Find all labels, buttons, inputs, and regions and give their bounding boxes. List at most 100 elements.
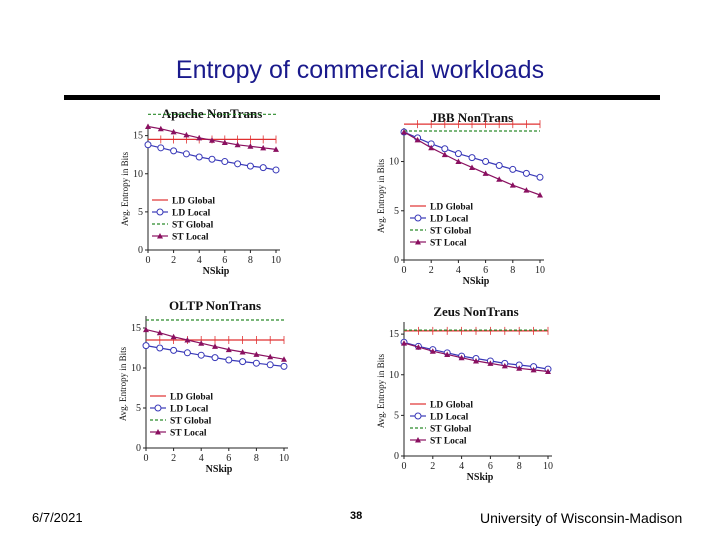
chart-3-x-tick-label: 0: [402, 461, 407, 472]
chart-0-series-ld-local-point: [221, 158, 229, 166]
chart-2-x-tick-label: 4: [199, 453, 204, 464]
chart-2-series-ld-local-point: [142, 342, 150, 350]
chart-0-series-st-local-point: [145, 123, 151, 129]
chart-3-series-st-local-point: [545, 368, 551, 374]
chart-0-x-tick-label: 6: [222, 255, 227, 266]
chart-2-y-tick-label: 15: [131, 323, 141, 334]
chart-0-x-tick-label: 0: [146, 255, 151, 266]
chart-2-series-ld-local-point: [225, 356, 233, 364]
chart-0-series-ld-local-point: [272, 166, 280, 174]
chart-3-y-tick-label: 5: [394, 410, 399, 421]
chart-0-series-ld-local-point: [208, 155, 216, 163]
chart-1-series-st-local-point: [509, 182, 516, 188]
slide-title: Entropy of commercial workloads: [175, 56, 545, 84]
chart-1-series-st-local-point: [414, 136, 421, 143]
chart-3-series-st-local-point: [473, 357, 479, 364]
chart-0-series-ld-local-point: [259, 164, 267, 172]
chart-3-series-st-local-point: [458, 354, 465, 361]
chart-3-y-tick-label: 10: [389, 370, 399, 381]
chart-0-series-st-local-point: [209, 137, 215, 143]
chart-oltp-nontrans: OLTP NonTrans 0 2 4 6 8 10 0 5 10 15 NSkip Avg. Entr…: [118, 298, 289, 475]
chart-2-series-ld-local-point: [211, 354, 219, 362]
chart-0-series-st-local-point: [170, 128, 177, 135]
chart-1-series-ld-local-point: [536, 173, 544, 181]
chart-0-series-ld-local-point: [195, 153, 203, 161]
chart-3-legend-st-local-marker: [415, 437, 421, 443]
chart-2-legend-st-local-marker: [155, 429, 161, 435]
chart-1-series-ld-local-point: [454, 150, 462, 158]
chart-1-series-st-local-point: [455, 158, 462, 165]
chart-3-legend-ld-global-label: LD Global: [430, 401, 473, 411]
chart-2-x-tick-label: 2: [171, 453, 176, 464]
chart-0-series-ld-local-point: [157, 144, 165, 152]
chart-3-legend-st-local-label: ST Local: [430, 437, 467, 447]
chart-3-title: Zeus NonTrans: [433, 304, 518, 319]
chart-2-series-ld-local-point: [197, 351, 205, 359]
slide-page-number: 38: [350, 510, 363, 522]
chart-3-legend-st-global-label: ST Global: [430, 425, 472, 435]
chart-0-series-st-local-point: [273, 146, 279, 152]
chart-2-series-st-local-point: [253, 351, 260, 357]
chart-3-series-st-local-point: [501, 362, 508, 369]
chart-2-x-tick-label: 10: [279, 453, 289, 464]
chart-1-y-label: Avg. Entropy in Bits: [376, 158, 386, 233]
chart-3-x-tick-label: 2: [430, 461, 435, 472]
chart-3-series-st-local-point: [487, 360, 494, 366]
chart-3-series-st-local-point: [415, 344, 422, 350]
chart-1-y-tick-label: 5: [394, 206, 399, 217]
chart-1-legend-ld-global-label: LD Global: [430, 203, 473, 213]
chart-0-y-tick-label: 10: [133, 169, 143, 180]
chart-apache-nontrans: Apache NonTrans 0 2 4 6 8 10 0 5 10 15 NSkip Avg. En…: [120, 106, 281, 277]
chart-0-y-tick-label: 0: [138, 245, 143, 256]
chart-2-x-label: NSkip: [206, 464, 233, 475]
chart-1-x-tick-label: 0: [402, 265, 407, 276]
slide-organization: University of Wisconsin-Madison: [480, 510, 683, 526]
chart-2-series-st-local-point: [198, 340, 205, 346]
chart-zeus-nontrans: Zeus NonTrans 0 2 4 6 8 10 0 5 10 15 NSkip Avg. Entr…: [376, 304, 553, 483]
chart-0-series-st-local-point: [234, 141, 241, 148]
title-divider: [64, 95, 660, 100]
chart-0-x-tick-label: 2: [171, 255, 176, 266]
chart-2-legend-st-global-label: ST Global: [170, 417, 212, 427]
chart-1-series-st-local-point: [441, 151, 448, 158]
chart-0-legend-ld-local-label: LD Local: [172, 209, 211, 219]
chart-0-series-st-local-point: [183, 131, 190, 138]
chart-0-series-ld-local-point: [170, 147, 178, 155]
chart-2-legend-st-local-label: ST Local: [170, 429, 207, 439]
chart-0-x-tick-label: 8: [248, 255, 253, 266]
chart-0-y-tick-label: 15: [133, 131, 143, 142]
chart-0-title: Apache NonTrans: [162, 106, 263, 121]
chart-3-series-st-local-point: [516, 365, 523, 371]
chart-0-legend-ld-global-label: LD Global: [172, 197, 215, 207]
chart-2-series-st-local-point: [170, 333, 177, 340]
chart-2-title: OLTP NonTrans: [169, 298, 261, 313]
chart-2-x-tick-label: 0: [144, 453, 149, 464]
chart-3-series-st-local-point: [530, 366, 537, 373]
chart-2-series-st-local-point: [184, 337, 191, 343]
chart-1-series-st-local-point: [469, 164, 475, 170]
chart-2-series-ld-local-point: [252, 359, 260, 367]
chart-3-y-tick-label: 0: [394, 451, 399, 462]
chart-1-legend-ld-local-label: LD Local: [430, 215, 469, 225]
chart-0-series-st-local-point: [247, 143, 254, 149]
chart-1-series-st-local-point: [496, 176, 503, 182]
chart-0-x-tick-label: 10: [271, 255, 281, 266]
chart-1-series-ld-local-point: [441, 145, 449, 153]
chart-1-legend-ld-local-marker: [414, 214, 422, 222]
chart-0-series-ld-local-point: [234, 160, 242, 168]
chart-3-x-label: NSkip: [467, 472, 494, 483]
chart-2-x-tick-label: 6: [226, 453, 231, 464]
chart-0-legend-st-local-marker: [157, 233, 163, 239]
chart-2-series-ld-local-point: [280, 362, 288, 370]
chart-2-x-tick-label: 8: [254, 453, 259, 464]
chart-1-series-ld-local-point: [482, 158, 490, 166]
chart-1-title: JBB NonTrans: [431, 110, 513, 125]
chart-2-legend-ld-global-label: LD Global: [170, 393, 213, 403]
chart-0-series-ld-local-point: [182, 150, 190, 158]
chart-1-x-tick-label: 8: [510, 265, 515, 276]
chart-3-x-tick-label: 10: [543, 461, 553, 472]
chart-2-series-ld-local-point: [266, 361, 274, 369]
chart-0-legend-st-global-label: ST Global: [172, 221, 214, 231]
chart-1-x-tick-label: 2: [429, 265, 434, 276]
chart-1-series-st-local-point: [537, 192, 543, 198]
